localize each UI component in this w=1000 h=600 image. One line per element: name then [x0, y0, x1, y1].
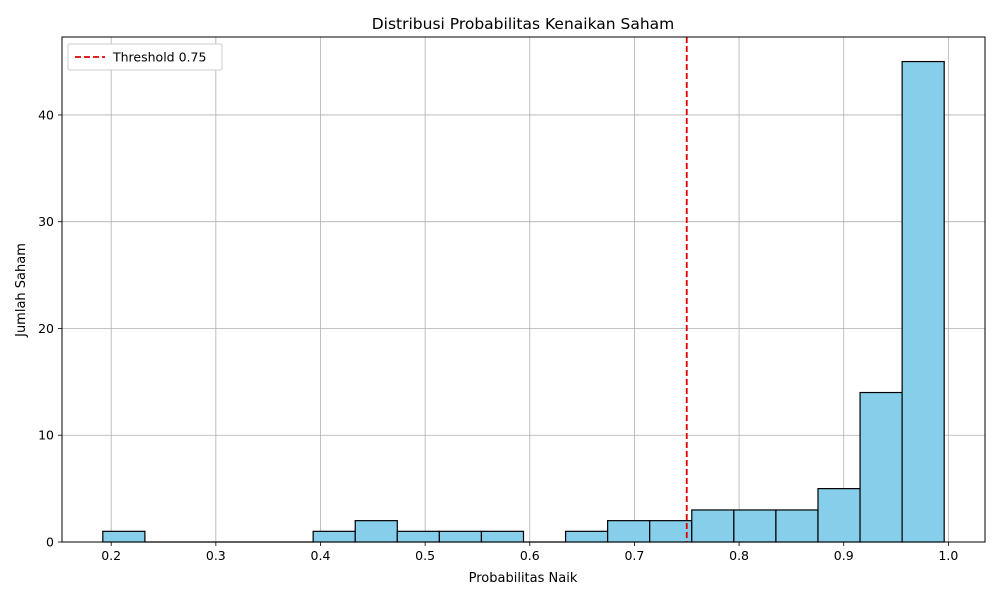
- x-tick-label: 0.3: [206, 548, 226, 563]
- y-tick-label: 20: [38, 321, 54, 336]
- x-tick-label: 0.8: [729, 548, 749, 563]
- y-tick-label: 10: [38, 428, 54, 443]
- x-axis-label: Probabilitas Naik: [469, 571, 578, 586]
- histogram-bar: [817, 488, 861, 543]
- histogram-bar: [859, 391, 903, 543]
- plot-area-frame: [61, 36, 986, 543]
- histogram-bar: [354, 520, 398, 543]
- legend-box: [67, 43, 223, 71]
- histogram-bar: [480, 530, 525, 543]
- histogram-bar: [733, 509, 777, 543]
- y-axis-ticks: 0 10 20 30 40: [38, 107, 62, 550]
- x-tick-label: 0.2: [101, 548, 121, 563]
- y-tick-label: 40: [38, 107, 54, 122]
- legend: Threshold 0.75: [67, 43, 223, 71]
- y-tick-label: 30: [38, 214, 54, 229]
- y-axis-label: Jumlah Saham: [14, 243, 29, 338]
- histogram-bar: [396, 530, 440, 543]
- x-tick-label: 1.0: [938, 548, 958, 563]
- histogram-bar: [775, 509, 819, 543]
- x-tick-label: 0.9: [834, 548, 854, 563]
- x-tick-label: 0.5: [415, 548, 435, 563]
- legend-threshold-label: Threshold 0.75: [112, 50, 206, 65]
- histogram-bar: [438, 530, 483, 543]
- x-tick-label: 0.6: [520, 548, 540, 563]
- x-tick-label: 0.4: [311, 548, 331, 563]
- y-tick-label: 0: [46, 535, 54, 550]
- histogram-bar: [901, 60, 945, 543]
- chart-title: Distribusi Probabilitas Kenaikan Saham: [372, 15, 675, 33]
- histogram-bar: [564, 530, 609, 543]
- x-tick-label: 0.7: [624, 548, 644, 563]
- histogram-bar: [312, 530, 356, 543]
- histogram-bar: [691, 509, 735, 543]
- histogram-bars: [102, 60, 945, 543]
- histogram-bar: [607, 520, 651, 543]
- histogram-bar: [102, 530, 146, 543]
- histogram-bar: [649, 520, 693, 543]
- x-axis-ticks: 0.2 0.3 0.4 0.5 0.6 0.7 0.8 0.9 1.0: [101, 542, 958, 563]
